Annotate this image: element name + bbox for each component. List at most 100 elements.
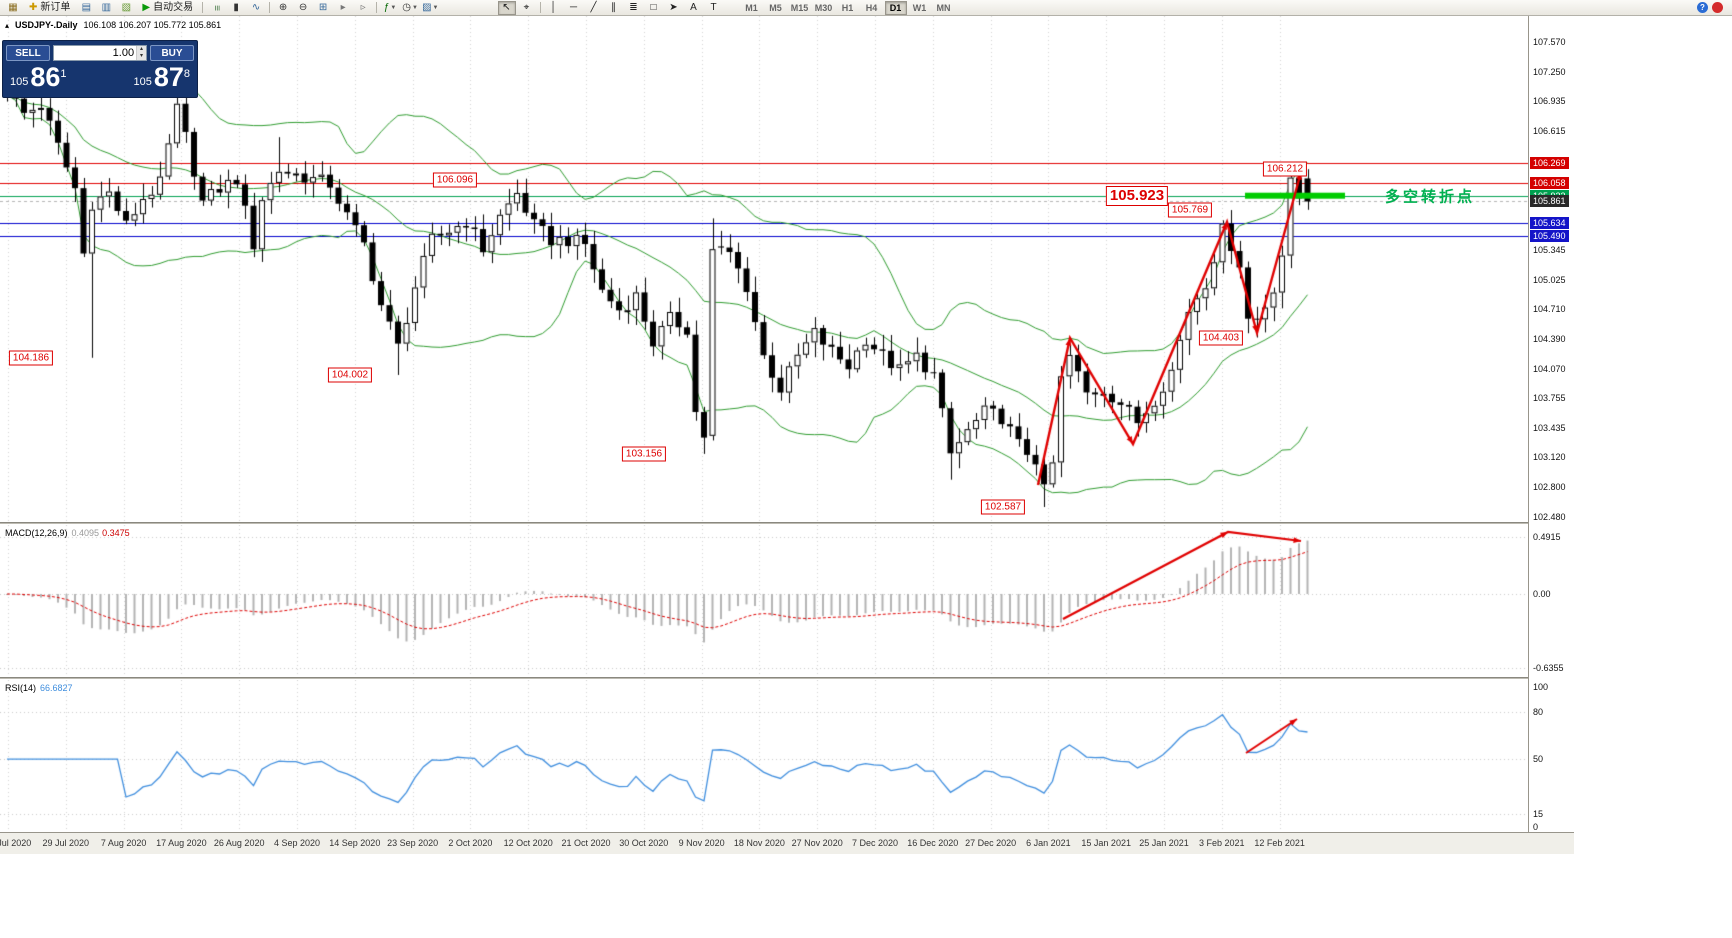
sell-price-pips: 86	[30, 62, 61, 92]
price-tick: 104.390	[1533, 333, 1566, 344]
price-badge: 105.490	[1530, 230, 1569, 243]
data-window-icon[interactable]: ▥	[97, 1, 115, 15]
volume-control: ▴ ▾	[53, 45, 147, 61]
sell-price-point: 1	[60, 68, 67, 80]
line-chart-type-icon[interactable]: ∿	[247, 1, 265, 15]
pane-separator[interactable]	[0, 677, 1574, 680]
time-axis-label: 27 Nov 2020	[791, 838, 843, 848]
ocp-controls: SELL ▴ ▾ BUY	[3, 41, 197, 62]
volume-up-button[interactable]: ▴	[137, 46, 146, 53]
new-order-button-label: 新订单	[40, 1, 71, 13]
rsi-scale-tick: 0	[1533, 822, 1539, 832]
candlestick-type-icon[interactable]: ▮	[227, 1, 245, 15]
macd-scale-tick: -0.6355	[1533, 662, 1564, 673]
price-tick: 105.345	[1533, 244, 1566, 255]
trendline-icon: ╱	[590, 1, 597, 13]
timeframe-w1[interactable]: W1	[912, 2, 927, 13]
trendline-icon[interactable]: ╱	[585, 1, 603, 15]
timeframe-d1[interactable]: D1	[884, 0, 907, 15]
timeframe-h4[interactable]: H4	[865, 2, 878, 13]
arrows-icon[interactable]: ➤	[665, 1, 683, 15]
chart-shift-icon[interactable]: ▹	[354, 1, 372, 15]
buy-price-pips: 87	[153, 62, 184, 92]
toolbar-separator	[269, 2, 271, 13]
price-chart-canvas[interactable]	[0, 16, 1528, 522]
time-axis-label: 26 Aug 2020	[213, 838, 265, 848]
indicators-icon[interactable]: ƒ ▼	[381, 1, 399, 15]
pane-separator[interactable]	[0, 522, 1574, 525]
volume-down-button[interactable]: ▾	[137, 53, 146, 60]
new-order-button[interactable]: ✚ 新订单	[24, 1, 75, 15]
channel-icon[interactable]: ∥	[605, 1, 623, 15]
buy-price[interactable]: 105 87 8	[133, 62, 190, 93]
zoom-in-icon[interactable]: ⊕	[274, 1, 292, 15]
rsi-name: RSI(14)	[5, 683, 37, 693]
price-tick: 106.615	[1533, 126, 1566, 137]
rsi-value: 66.6827	[40, 683, 73, 693]
macd-main-value: 0.4095	[71, 528, 100, 538]
time-axis[interactable]: 20 Jul 2020 29 Jul 2020 7 Aug 2020 17 Aug 2…	[0, 832, 1574, 854]
volume-input[interactable]	[54, 46, 137, 60]
label-icon[interactable]: T	[705, 1, 723, 15]
chart-window-icon[interactable]: ▦	[4, 1, 22, 15]
rsi-scale-tick: 100	[1533, 682, 1549, 692]
bar-chart-type-icon[interactable]: ≡	[207, 1, 225, 15]
chevron-down-icon: ▼	[411, 4, 418, 11]
new-order-icon: ✚	[29, 1, 38, 13]
time-axis-label: 12 Feb 2021	[1254, 838, 1305, 848]
fibonacci-icon[interactable]: ≣	[625, 1, 643, 15]
templates-icon[interactable]: ▨ ▼	[421, 1, 439, 15]
price-tick: 102.480	[1533, 512, 1566, 522]
macd-canvas[interactable]	[0, 525, 1528, 677]
price-scale[interactable]: 107.570 107.250 106.935 106.615 105.345 105.0…	[1528, 16, 1574, 832]
periods-icon: ◷	[402, 1, 411, 13]
rsi-scale-tick: 50	[1533, 754, 1544, 765]
timeframe-m30[interactable]: M30	[814, 2, 833, 13]
periods-icon[interactable]: ◷ ▼	[401, 1, 419, 15]
horizontal-line-icon[interactable]: ─	[565, 1, 583, 15]
crosshair-icon[interactable]: ⌖	[518, 1, 536, 15]
autotrading-icon: ▶	[142, 1, 151, 13]
sell-price[interactable]: 105 86 1	[10, 62, 67, 93]
time-axis-label: 17 Aug 2020	[156, 838, 207, 848]
macd-signal-value: 0.3475	[102, 528, 130, 538]
price-badge: 106.058	[1530, 177, 1569, 190]
text-icon[interactable]: A	[685, 1, 703, 15]
help-icon[interactable]: ?	[1697, 2, 1708, 13]
tile-windows-icon[interactable]: ⊞	[314, 1, 332, 15]
timeframe-mn[interactable]: MN	[936, 2, 951, 13]
price-tick: 107.250	[1533, 66, 1566, 77]
zoom-out-icon[interactable]: ⊖	[294, 1, 312, 15]
vertical-line-icon: │	[550, 1, 557, 13]
cursor-icon[interactable]: ↖	[497, 0, 516, 15]
chart-shift-icon: ▹	[360, 1, 366, 13]
bar-chart-type-icon: ≡	[211, 4, 223, 11]
sell-button[interactable]: SELL	[6, 45, 50, 61]
record-icon[interactable]	[1712, 2, 1723, 13]
price-badge: 105.634	[1530, 216, 1569, 229]
time-axis-label: 9 Nov 2020	[678, 838, 725, 848]
arrows-icon: ➤	[669, 1, 678, 13]
macd-label: MACD(12,26,9) 0.4095 0.3475	[5, 528, 130, 538]
time-axis-label: 7 Dec 2020	[851, 838, 899, 848]
price-tick: 104.070	[1533, 363, 1566, 374]
shapes-icon[interactable]: □	[645, 1, 663, 15]
navigator-icon[interactable]: ▧	[117, 1, 135, 15]
vertical-line-icon[interactable]: │	[545, 1, 563, 15]
market-watch-icon[interactable]: ▤	[77, 1, 95, 15]
chart-window: 104.186 104.002 106.096 103.156 102.587 105.7…	[0, 16, 1732, 938]
time-axis-label: 21 Oct 2020	[561, 838, 611, 848]
timeframe-m15[interactable]: M15	[790, 2, 809, 13]
crosshair-icon: ⌖	[523, 1, 530, 13]
rsi-canvas[interactable]	[0, 680, 1528, 832]
auto-scroll-icon[interactable]: ▸	[334, 1, 352, 15]
timeframe-h1[interactable]: H1	[841, 2, 854, 13]
buy-button[interactable]: BUY	[150, 45, 194, 61]
volume-spinners: ▴ ▾	[136, 46, 146, 60]
timeframe-m1[interactable]: M1	[745, 2, 758, 13]
price-tick: 106.935	[1533, 96, 1566, 107]
autotrading-button[interactable]: ▶ 自动交易	[137, 1, 198, 15]
timeframe-m5[interactable]: M5	[769, 2, 782, 13]
